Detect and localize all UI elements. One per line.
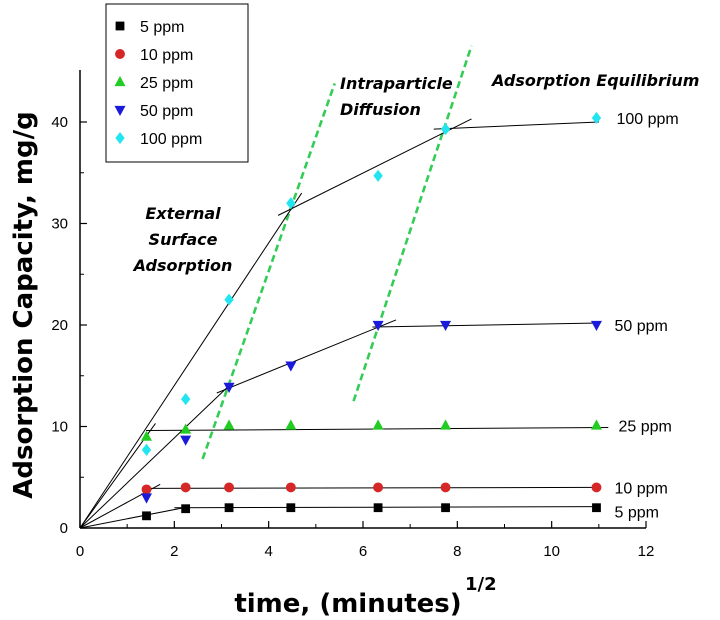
data-point <box>286 503 296 513</box>
legend-label: 25 ppm <box>140 75 193 92</box>
legend-label: 5 ppm <box>140 19 184 36</box>
x-axis-title: time, (minutes) <box>234 589 461 619</box>
series-end-labels: 5 ppm 10 ppm 25 ppm 50 ppm 100 ppm <box>614 111 678 522</box>
data-point <box>591 111 602 124</box>
stage-boundary-line <box>201 82 336 460</box>
x-tick-label: 2 <box>170 543 178 560</box>
y-tick-label: 20 <box>51 317 68 334</box>
data-point <box>141 430 153 441</box>
series-end-label: 100 ppm <box>616 111 678 128</box>
data-point <box>180 482 191 493</box>
data-point <box>440 482 451 493</box>
data-point <box>223 382 235 393</box>
data-point <box>592 503 601 513</box>
fit-line <box>372 322 599 328</box>
stage-boundary-line <box>352 45 473 402</box>
y-axis-title: Adsorption Capacity, mg/g <box>9 111 39 498</box>
x-tick-label: 8 <box>453 543 461 560</box>
data-point <box>141 493 153 504</box>
external-surface-adsorption-text: External <box>145 204 221 223</box>
data-point <box>180 423 192 434</box>
data-point <box>180 435 192 446</box>
data-point <box>373 169 383 182</box>
data-point <box>223 419 235 430</box>
legend-marker <box>115 21 125 31</box>
data-point <box>372 419 384 430</box>
data-point <box>591 482 602 493</box>
legend-marker <box>115 49 125 59</box>
fit-line <box>433 121 599 130</box>
legend-marker <box>114 75 126 87</box>
external-surface-adsorption-text: Adsorption <box>132 256 233 275</box>
adsorption-equilibrium-text: Adsorption Equilibrium <box>490 71 699 90</box>
legend-marker <box>115 131 125 145</box>
ticks: 0 2 4 6 8 10 12 0 10 20 30 40 <box>51 114 654 560</box>
intraparticle-diffusion-text: Diffusion <box>340 100 421 119</box>
fit-line <box>216 319 397 394</box>
data-point <box>373 482 384 493</box>
legend-label: 50 ppm <box>140 103 193 120</box>
data-point <box>286 197 296 210</box>
series-end-label: 25 ppm <box>618 418 671 435</box>
fit-line <box>146 486 599 489</box>
series-end-label: 10 ppm <box>614 480 667 497</box>
x-tick-label: 0 <box>76 543 84 560</box>
y-tick-label: 40 <box>51 114 68 131</box>
fit-lines <box>79 118 609 529</box>
data-point <box>224 293 234 306</box>
data-point <box>142 511 151 521</box>
data-point <box>141 443 152 456</box>
data-points <box>141 111 602 521</box>
data-point <box>224 482 234 493</box>
stage-annotations: External Surface Adsorption Intraparticle Di… <box>132 71 700 275</box>
x-tick-label: 12 <box>638 543 655 560</box>
fit-line <box>79 423 156 529</box>
fit-line <box>79 383 232 529</box>
data-point <box>440 419 452 430</box>
data-point <box>440 123 451 136</box>
intraparticle-diffusion-text: Intraparticle <box>340 74 453 93</box>
data-point <box>440 320 452 332</box>
legend: 5 ppm 10 ppm 25 ppm 50 ppm 100 ppm <box>105 3 249 163</box>
x-tick-label: 4 <box>264 543 272 560</box>
y-tick-label: 30 <box>51 216 68 233</box>
fit-line <box>79 507 184 529</box>
data-point <box>285 361 297 372</box>
data-point <box>181 504 191 514</box>
data-point <box>373 503 383 513</box>
fit-line <box>174 506 599 509</box>
series-end-label: 5 ppm <box>614 505 658 522</box>
data-point <box>441 503 450 513</box>
x-tick-label: 6 <box>359 543 367 560</box>
data-point <box>285 419 297 430</box>
legend-box <box>105 3 249 163</box>
data-point <box>590 419 602 430</box>
legend-marker <box>114 105 126 117</box>
series-end-label: 50 ppm <box>614 318 667 335</box>
fit-line <box>79 192 303 529</box>
data-point <box>285 482 296 493</box>
x-tick-label: 10 <box>543 543 560 560</box>
external-surface-adsorption-text: Surface <box>149 230 218 249</box>
legend-label: 10 ppm <box>140 47 193 64</box>
y-tick-label: 10 <box>51 419 68 436</box>
data-point <box>141 484 152 495</box>
data-point <box>180 393 191 406</box>
data-point <box>590 320 602 332</box>
x-axis-title-superscript: 1/2 <box>465 574 497 595</box>
data-point <box>372 320 384 332</box>
data-point <box>224 503 234 513</box>
fit-line <box>277 118 472 216</box>
legend-label: 100 ppm <box>140 131 202 148</box>
y-tick-label: 0 <box>60 520 68 537</box>
stage-boundaries <box>201 45 473 460</box>
